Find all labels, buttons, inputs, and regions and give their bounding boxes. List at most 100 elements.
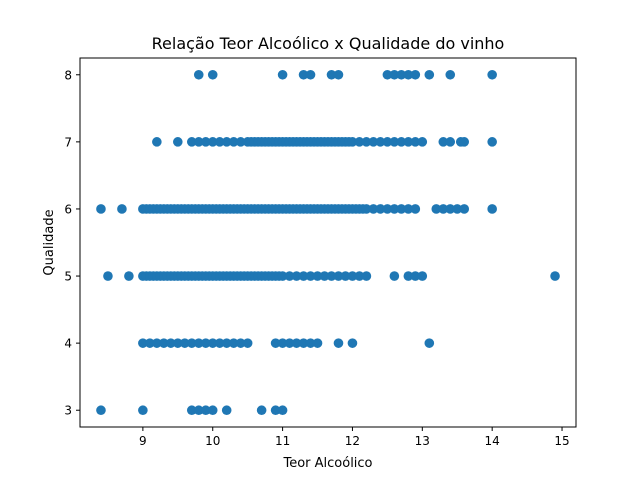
data-point: [389, 137, 400, 147]
data-point: [361, 271, 372, 281]
data-point: [96, 204, 106, 214]
x-tick-label: 15: [554, 434, 569, 448]
data-point: [235, 137, 246, 147]
data-point: [424, 338, 435, 348]
data-point: [291, 271, 302, 281]
chart-title: Relação Teor Alcoólico x Qualidade do vi…: [152, 34, 505, 53]
data-point: [333, 271, 344, 281]
data-point: [312, 271, 323, 281]
data-point: [284, 271, 295, 281]
data-point: [424, 69, 435, 80]
data-point: [305, 69, 316, 80]
data-point: [96, 405, 106, 416]
data-point: [221, 405, 232, 416]
data-point: [193, 405, 204, 416]
x-tick-label: 12: [345, 434, 360, 448]
x-tick-label: 9: [139, 434, 147, 448]
data-point: [207, 405, 218, 416]
data-point: [186, 137, 197, 147]
y-tick-label: 3: [64, 404, 72, 418]
data-point: [138, 338, 148, 348]
data-point: [410, 204, 421, 214]
data-point: [214, 338, 225, 348]
data-point: [410, 271, 421, 281]
data-point: [179, 338, 190, 348]
data-point: [333, 69, 344, 80]
data-point: [382, 204, 393, 214]
data-point: [487, 204, 497, 214]
data-point: [445, 204, 456, 214]
data-point: [487, 69, 497, 80]
data-point: [152, 338, 162, 348]
data-point: [431, 204, 442, 214]
data-point: [403, 69, 414, 80]
y-tick-label: 5: [64, 270, 72, 284]
data-point: [396, 137, 407, 147]
x-tick-label: 10: [205, 434, 220, 448]
x-axis: 9 10 11 12 13 14 15: [139, 427, 570, 448]
data-point: [326, 69, 337, 80]
x-tick-label: 11: [275, 434, 290, 448]
data-point: [152, 137, 162, 147]
data-point: [438, 204, 449, 214]
data-point: [200, 405, 211, 416]
data-point: [221, 338, 232, 348]
data-point: [277, 405, 288, 416]
data-point: [117, 204, 127, 214]
data-point: [459, 204, 470, 214]
data-point: [298, 69, 309, 80]
y-tick-label: 7: [64, 135, 72, 149]
data-point: [277, 338, 288, 348]
data-point: [487, 137, 497, 147]
data-point: [389, 204, 400, 214]
data-point: [459, 137, 470, 147]
data-point: [410, 137, 421, 147]
data-point: [200, 137, 211, 147]
data-point: [340, 271, 351, 281]
y-tick-label: 8: [64, 68, 72, 82]
data-point: [256, 405, 267, 416]
data-point: [326, 271, 337, 281]
data-point: [284, 338, 295, 348]
plot-area-frame: [79, 57, 577, 428]
data-point: [207, 69, 218, 80]
data-point: [417, 271, 428, 281]
data-point: [368, 137, 379, 147]
data-points: [96, 69, 560, 416]
data-point: [347, 271, 358, 281]
y-axis: 3 4 5 6 7 8: [64, 68, 80, 418]
data-point: [403, 204, 414, 214]
data-point: [361, 204, 372, 214]
data-point: [375, 137, 386, 147]
data-point: [298, 271, 309, 281]
data-point: [368, 204, 379, 214]
data-point: [550, 271, 560, 281]
data-point: [354, 137, 365, 147]
data-point: [312, 338, 323, 348]
data-point: [214, 137, 225, 147]
data-point: [382, 69, 393, 80]
data-point: [166, 338, 176, 348]
data-point: [354, 271, 365, 281]
data-point: [452, 204, 463, 214]
data-point: [319, 271, 330, 281]
data-point: [193, 69, 204, 80]
data-point: [389, 271, 400, 281]
data-point: [298, 338, 309, 348]
data-point: [305, 271, 316, 281]
x-tick-label: 14: [485, 434, 500, 448]
data-point: [186, 405, 197, 416]
data-point: [305, 338, 316, 348]
data-point: [396, 204, 407, 214]
data-point: [270, 338, 281, 348]
data-point: [228, 137, 239, 147]
data-point: [228, 338, 239, 348]
data-point: [382, 137, 393, 147]
data-point: [173, 338, 183, 348]
data-point: [375, 204, 386, 214]
data-point: [145, 338, 155, 348]
data-point: [221, 137, 232, 147]
data-point: [173, 137, 183, 147]
data-point: [235, 338, 246, 348]
